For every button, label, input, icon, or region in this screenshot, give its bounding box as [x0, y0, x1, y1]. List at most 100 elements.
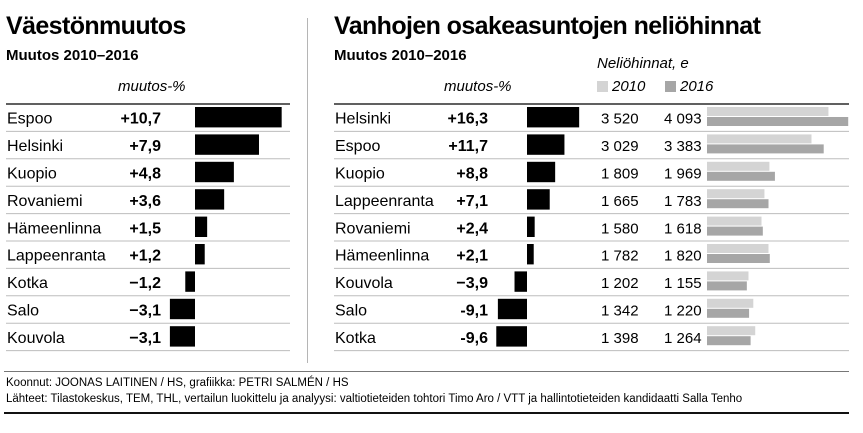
- price-bar-2016-lappeenranta: [707, 199, 769, 209]
- left-label-helsinki: Helsinki: [7, 138, 63, 155]
- bottom-rule: [4, 412, 849, 414]
- price-2010-lappeenranta: 1 665: [601, 193, 639, 210]
- right-bar-salo: [497, 298, 527, 320]
- legend-2010: 2010: [597, 79, 645, 94]
- left-value-h-meenlinna: +1,5: [129, 220, 161, 237]
- left-bar-espoo: [195, 107, 282, 128]
- left-bar-salo: [169, 298, 195, 320]
- left-value-rovaniemi: +3,6: [129, 193, 161, 210]
- price-bar-2010-helsinki: [707, 107, 829, 116]
- price-2010-kuopio: 1 809: [601, 166, 639, 183]
- right-value-helsinki: +16,3: [448, 111, 489, 128]
- price-bar-2010-espoo: [707, 134, 812, 144]
- price-2010-h-meenlinna: 1 782: [601, 248, 639, 265]
- right-label-lappeenranta: Lappeenranta: [335, 193, 434, 210]
- right-bar-rovaniemi: [527, 216, 535, 237]
- price-2010-kouvola: 1 202: [601, 275, 639, 292]
- footer-divider: [4, 371, 849, 372]
- left-bar-helsinki: [195, 134, 259, 155]
- right-value-header: muutos-%: [444, 78, 512, 95]
- price-2016-rovaniemi: 1 618: [664, 220, 702, 237]
- right-value-h-meenlinna: +2,1: [456, 248, 488, 265]
- left-value-kuopio: +4,8: [129, 166, 161, 183]
- left-label-salo: Salo: [7, 303, 39, 320]
- left-bar-kouvola: [169, 326, 195, 347]
- right-label-kouvola: Kouvola: [335, 275, 393, 292]
- left-chart-subtitle: Muutos 2010–2016: [6, 47, 139, 64]
- right-bar-kuopio: [527, 161, 556, 183]
- left-value-helsinki: +7,9: [129, 138, 161, 155]
- right-chart-subtitle: Muutos 2010–2016: [334, 47, 467, 64]
- price-2016-lappeenranta: 1 783: [664, 193, 702, 210]
- legend-2010-swatch: [597, 81, 608, 92]
- right-value-kuopio: +8,8: [456, 166, 488, 183]
- left-chart-title: Väestönmuutos: [6, 12, 186, 40]
- price-bar-2010-kotka: [707, 326, 756, 336]
- left-value-kouvola: −3,1: [129, 330, 161, 347]
- legend-2016-swatch: [665, 81, 676, 92]
- right-chart-title: Vanhojen osakeasuntojen neliöhinnat: [334, 12, 761, 40]
- right-value-kotka: -9,6: [460, 330, 488, 347]
- right-value-salo: -9,1: [460, 303, 488, 320]
- price-bar-2010-kouvola: [707, 271, 749, 281]
- left-bar-h-meenlinna: [195, 216, 208, 237]
- left-bar-kuopio: [195, 161, 234, 183]
- price-bar-2010-kuopio: [707, 161, 770, 171]
- price-bar-2016-helsinki: [707, 117, 849, 126]
- price-2010-salo: 1 342: [601, 303, 639, 320]
- left-value-kotka: −1,2: [129, 275, 161, 292]
- panel-divider: [307, 18, 308, 363]
- left-label-espoo: Espoo: [7, 111, 52, 128]
- right-bar-kotka: [496, 326, 527, 347]
- price-2010-espoo: 3 029: [601, 138, 639, 155]
- left-bar-rovaniemi: [195, 189, 225, 210]
- price-2016-kuopio: 1 969: [664, 166, 702, 183]
- left-label-kotka: Kotka: [7, 275, 48, 292]
- right-value-lappeenranta: +7,1: [456, 193, 488, 210]
- price-2010-rovaniemi: 1 580: [601, 220, 639, 237]
- legend-2016: 2016: [665, 79, 713, 94]
- left-bar-kotka: [185, 271, 195, 292]
- left-value-espoo: +10,7: [121, 111, 162, 128]
- right-value-espoo: +11,7: [448, 138, 488, 155]
- right-value-kouvola: −3,9: [456, 275, 488, 292]
- right-label-h-meenlinna: Hämeenlinna: [335, 248, 429, 265]
- left-label-kouvola: Kouvola: [7, 330, 65, 347]
- right-bar-h-meenlinna: [527, 244, 534, 265]
- left-label-h-meenlinna: Hämeenlinna: [7, 220, 101, 237]
- price-2010-helsinki: 3 520: [601, 111, 639, 128]
- price-2010-kotka: 1 398: [601, 330, 639, 347]
- legend-2010-label: 2010: [612, 78, 646, 95]
- price-2016-salo: 1 220: [664, 303, 702, 320]
- right-label-helsinki: Helsinki: [335, 111, 391, 128]
- right-bar-lappeenranta: [527, 189, 550, 210]
- charts-canvas: Espoo +10,7 Helsinki +7,9 Kuopio +4,8 Rovaniem…: [6, 103, 849, 352]
- price-bar-2016-kuopio: [707, 171, 775, 181]
- left-label-rovaniemi: Rovaniemi: [7, 193, 83, 210]
- price-2016-kouvola: 1 155: [664, 275, 702, 292]
- price-bar-2016-espoo: [707, 144, 824, 154]
- left-label-kuopio: Kuopio: [7, 166, 57, 183]
- right-bar-espoo: [527, 134, 565, 155]
- left-value-salo: −3,1: [129, 303, 161, 320]
- right-label-kotka: Kotka: [335, 330, 376, 347]
- left-value-header: muutos-%: [118, 78, 186, 95]
- right-label-rovaniemi: Rovaniemi: [335, 220, 411, 237]
- price-bar-2010-rovaniemi: [707, 216, 762, 226]
- right-bar-helsinki: [527, 107, 580, 128]
- price-bar-2010-h-meenlinna: [707, 244, 769, 253]
- price-bar-2010-salo: [707, 298, 754, 308]
- right-bar-kouvola: [514, 271, 527, 292]
- left-value-lappeenranta: +1,2: [129, 248, 161, 265]
- price-bar-2016-rovaniemi: [707, 226, 763, 236]
- footer-credits: Koonnut: JOONAS LAITINEN / HS, grafiikka…: [6, 377, 349, 389]
- left-label-lappeenranta: Lappeenranta: [7, 248, 106, 265]
- price-bar-2010-lappeenranta: [707, 189, 765, 199]
- right-label-espoo: Espoo: [335, 138, 380, 155]
- price-2016-h-meenlinna: 1 820: [664, 248, 702, 265]
- price-2016-espoo: 3 383: [664, 138, 702, 155]
- footer-sources: Lähteet: Tilastokeskus, TEM, THL, vertai…: [6, 393, 743, 405]
- price-bar-2016-h-meenlinna: [707, 254, 770, 263]
- price-bar-2016-salo: [707, 308, 750, 318]
- right-value-rovaniemi: +2,4: [456, 220, 488, 237]
